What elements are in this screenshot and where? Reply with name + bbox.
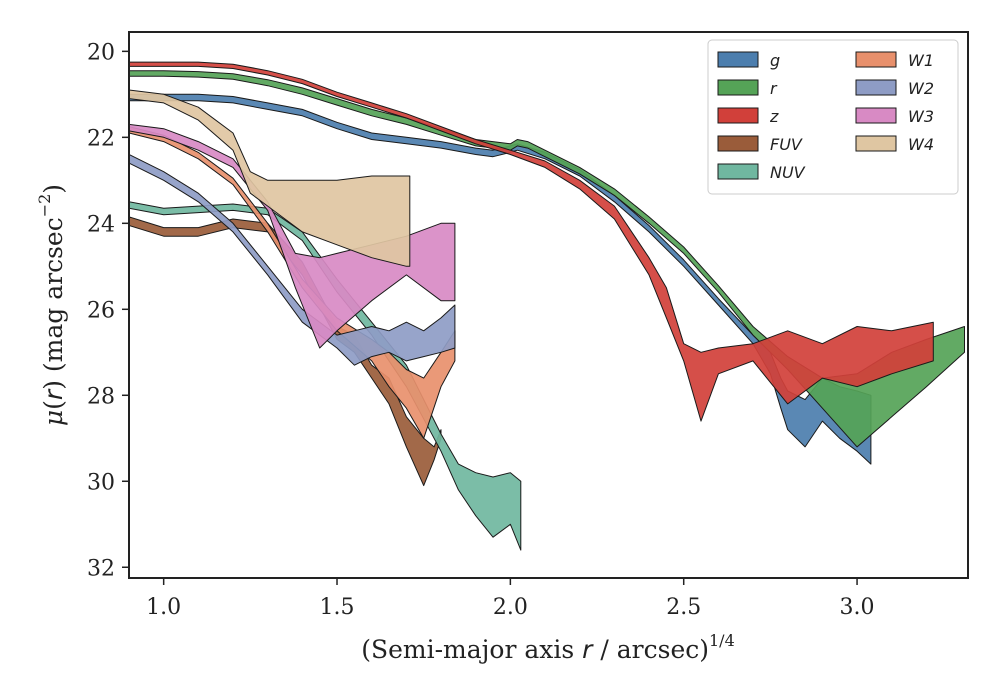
series-band-w4 bbox=[129, 89, 411, 267]
y-tick-label: 30 bbox=[87, 470, 115, 495]
legend-label-fuv: FUV bbox=[770, 135, 803, 154]
legend: grz FUV NUV W1 W2 W3 W4 bbox=[707, 39, 959, 195]
legend-swatch-w3 bbox=[855, 107, 897, 124]
legend-frame bbox=[707, 39, 959, 195]
series-band-w1 bbox=[129, 126, 456, 439]
legend-label-g: g bbox=[770, 51, 780, 70]
series-band-g bbox=[129, 93, 872, 465]
plot-frame bbox=[128, 31, 969, 579]
legend-label-w1: W1 bbox=[908, 51, 934, 70]
legend-label-nuv: NUV bbox=[770, 163, 806, 182]
series-layer bbox=[129, 61, 965, 551]
series-band-nuv bbox=[129, 201, 522, 551]
y-axis-label: μ(r) (mag arcsec−2) bbox=[35, 184, 68, 426]
legend-swatch-fuv bbox=[717, 135, 759, 152]
legend-label-w2: W2 bbox=[908, 79, 934, 98]
legend-label-r: r bbox=[770, 79, 778, 98]
x-tick-label: 1.0 bbox=[146, 595, 181, 620]
y-tick-label: 28 bbox=[87, 384, 115, 409]
y-tick-label: 24 bbox=[87, 212, 115, 237]
legend-swatch-z bbox=[717, 107, 759, 124]
legend-label-z: z bbox=[769, 107, 779, 126]
legend-swatch-w1 bbox=[855, 51, 897, 68]
legend-swatch-w2 bbox=[855, 79, 897, 96]
y-tick-label: 26 bbox=[87, 298, 115, 323]
x-tick-label: 2.5 bbox=[666, 595, 701, 620]
ticks-layer: 1.0 1.5 2.0 2.5 3.0 20 22 24 26 28 30 32 bbox=[87, 40, 875, 620]
y-tick-label: 22 bbox=[87, 126, 115, 151]
x-tick-label: 1.5 bbox=[320, 595, 355, 620]
legend-label-w3: W3 bbox=[908, 107, 934, 126]
legend-label-w4: W4 bbox=[908, 135, 934, 154]
y-tick-label: 20 bbox=[87, 40, 115, 65]
y-tick-label: 32 bbox=[87, 556, 115, 581]
x-tick-label: 3.0 bbox=[840, 595, 875, 620]
x-tick-label: 2.0 bbox=[493, 595, 528, 620]
legend-swatch-r bbox=[717, 79, 759, 96]
x-axis-label: (Semi-major axis r / arcsec)1/4 bbox=[361, 631, 735, 664]
series-band-z bbox=[129, 61, 934, 422]
legend-swatch-g bbox=[717, 51, 759, 68]
legend-swatch-w4 bbox=[855, 135, 897, 152]
series-band-w2 bbox=[129, 154, 456, 366]
legend-swatch-nuv bbox=[717, 163, 759, 180]
